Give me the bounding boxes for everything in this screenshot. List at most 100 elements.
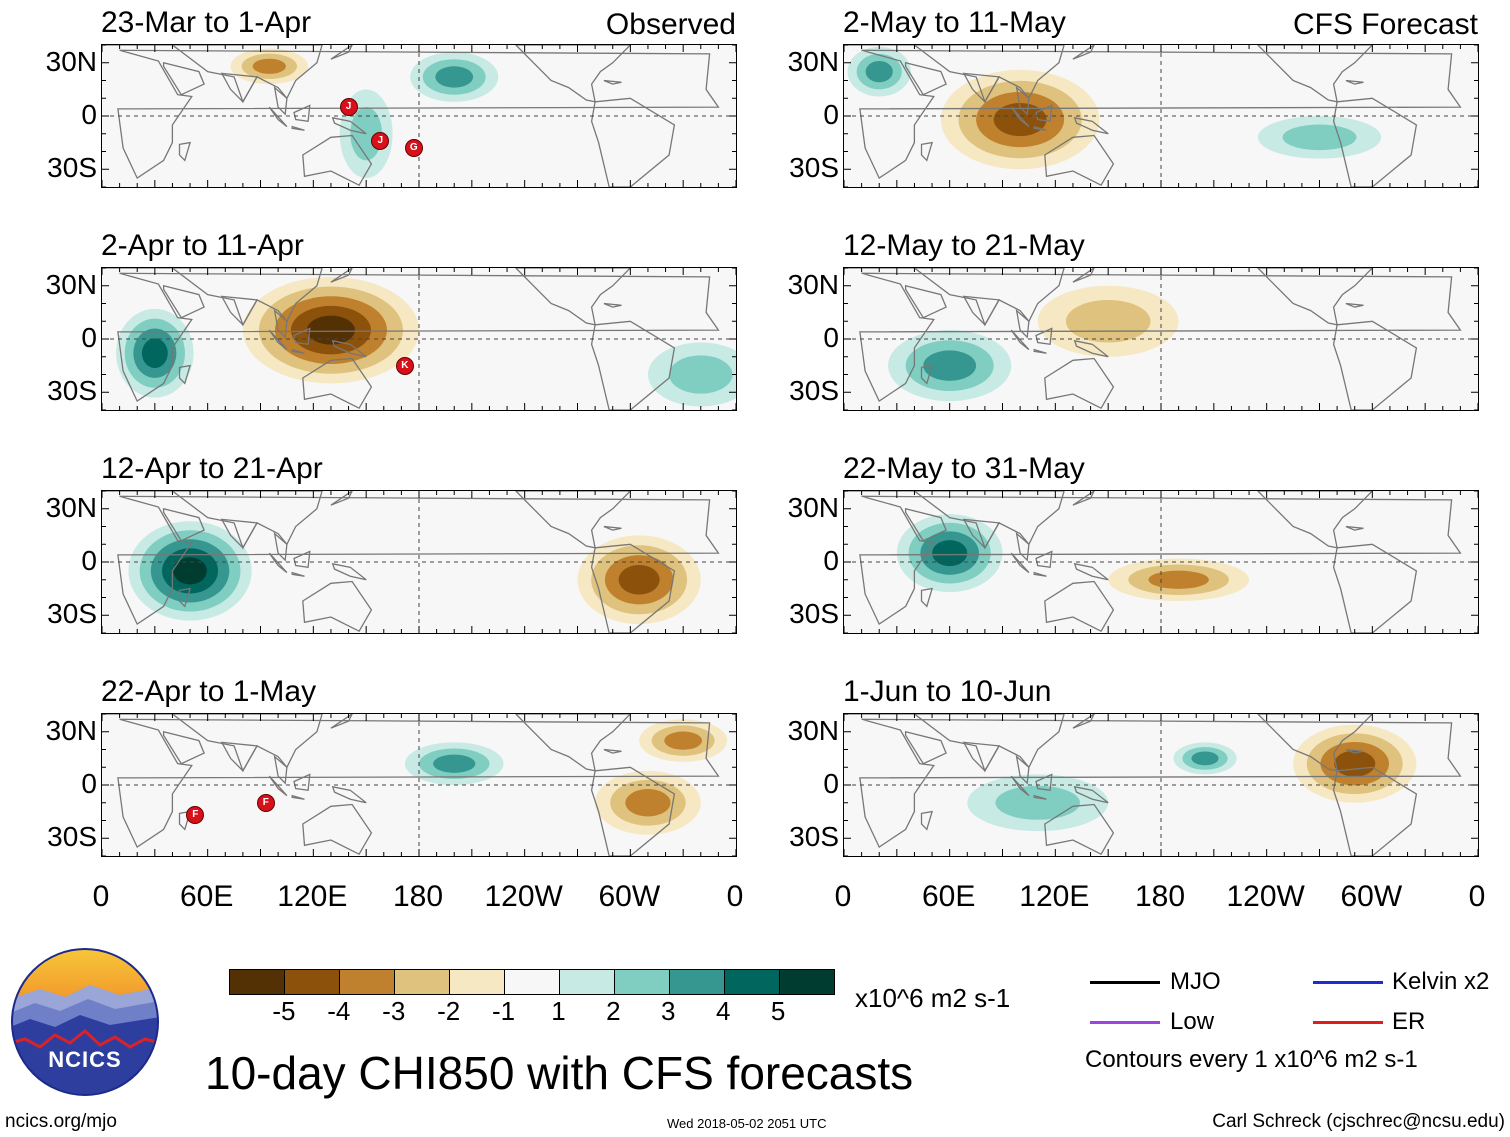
map-svg: [102, 491, 736, 633]
coastline: [1345, 748, 1364, 754]
coastline: [1033, 571, 1047, 577]
anomaly-contour: [932, 540, 968, 567]
coastline: [859, 718, 1462, 849]
anomaly-contour: [141, 338, 168, 368]
coastline: [291, 125, 305, 131]
coastline: [1072, 268, 1095, 283]
coastline: [162, 730, 205, 765]
coastline: [844, 268, 1065, 327]
panel-title: 2-Apr to 11-Apr: [101, 229, 304, 262]
lon-tick-label: 60E: [179, 880, 234, 913]
lat-tick-label: 30N: [45, 491, 97, 523]
coastline: [859, 49, 1462, 180]
map-svg: [844, 45, 1478, 187]
coastline: [273, 308, 288, 339]
map-svg: [844, 714, 1478, 856]
coastline: [1073, 116, 1109, 135]
coastline: [962, 741, 1001, 772]
storm-marker-icon: G: [404, 138, 423, 157]
anomaly-contour: [173, 557, 207, 585]
legend-low-line: [1090, 1021, 1160, 1024]
colorbar-tick-label: -4: [327, 996, 351, 1026]
map-svg: [844, 491, 1478, 633]
coastline: [102, 491, 323, 550]
anomaly-contour: [1282, 124, 1357, 151]
ncics-logo-icon: [11, 948, 159, 1096]
map-panel: [101, 713, 737, 857]
colorbar-segment: [725, 970, 780, 994]
anomaly-contour: [995, 785, 1080, 820]
lat-tick-label: 0: [823, 322, 839, 353]
coastline: [1015, 308, 1030, 339]
lon-tick-label: 60W: [598, 880, 661, 913]
lat-tick-label: 30S: [789, 821, 839, 853]
coastline: [178, 364, 192, 385]
panel-title: 12-May to 21-May: [843, 229, 1085, 262]
lat-tick-label: 30S: [47, 821, 97, 853]
coastline: [117, 272, 720, 403]
footer-url: ncics.org/mjo: [5, 1111, 117, 1132]
lon-tick-label: 60W: [1340, 880, 1403, 913]
anomaly-contour: [1334, 750, 1376, 777]
panel-title: 12-Apr to 21-Apr: [101, 452, 323, 485]
coastline: [162, 284, 205, 319]
colorbar-tick-label: -3: [382, 996, 406, 1026]
lon-tick-label: 0: [834, 880, 852, 913]
lat-tick-label: 30S: [789, 152, 839, 184]
lon-tick-label: 180: [392, 880, 444, 913]
footer-credit: Carl Schreck (cjschrec@ncsu.edu): [1212, 1111, 1505, 1132]
colorbar-segment: [285, 970, 340, 994]
anomaly-contour: [865, 60, 893, 83]
coastline: [102, 268, 323, 327]
coastline: [1010, 329, 1030, 351]
lat-tick-label: 30S: [789, 598, 839, 630]
map-panel: [843, 490, 1479, 634]
colorbar-segment: [505, 970, 560, 994]
anomaly-contour: [435, 66, 474, 88]
lon-tick-label: 120E: [277, 880, 348, 913]
coastline: [293, 104, 311, 123]
coastline: [330, 45, 353, 60]
anomaly-contour: [664, 731, 703, 750]
lat-tick-label: 0: [81, 322, 97, 353]
coastline: [904, 284, 947, 319]
lat-tick-label: 30N: [45, 268, 97, 300]
coastline: [1345, 79, 1364, 85]
legend-kelvin-line: [1313, 981, 1383, 984]
coastline: [1332, 320, 1418, 410]
lon-tick-label: 0: [92, 880, 110, 913]
colorbar-segment: [230, 970, 285, 994]
coastline: [102, 45, 323, 104]
anomaly-contour: [252, 58, 286, 74]
coastline: [162, 507, 205, 542]
coastline: [859, 272, 1462, 403]
coastline: [962, 72, 1001, 103]
storm-marker-icon: J: [339, 98, 358, 117]
coastline: [162, 61, 205, 96]
coastline: [302, 803, 373, 856]
coastline: [268, 775, 288, 797]
coastline: [1035, 550, 1053, 569]
coastline: [268, 106, 288, 128]
coastline: [293, 550, 311, 569]
colorbar-segment: [560, 970, 615, 994]
coastline: [1033, 125, 1047, 131]
coastline: [331, 339, 367, 358]
coastline: [1015, 531, 1030, 562]
map-svg: [102, 268, 736, 410]
coastline: [962, 295, 1001, 326]
map-panel: [101, 267, 737, 411]
lon-tick-label: 120E: [1019, 880, 1090, 913]
legend-mjo-line: [1090, 981, 1160, 984]
panel-title: 23-Mar to 1-Apr: [101, 6, 312, 39]
coastline: [1073, 785, 1109, 804]
coastline: [330, 268, 353, 283]
coastline: [1072, 45, 1095, 60]
panel-title: 22-Apr to 1-May: [101, 675, 317, 708]
lat-tick-label: 30S: [789, 375, 839, 407]
colorbar: [229, 969, 835, 995]
coastline: [220, 518, 259, 549]
anomaly-contour: [433, 754, 476, 773]
lat-tick-label: 0: [823, 545, 839, 576]
coastline: [920, 810, 934, 831]
